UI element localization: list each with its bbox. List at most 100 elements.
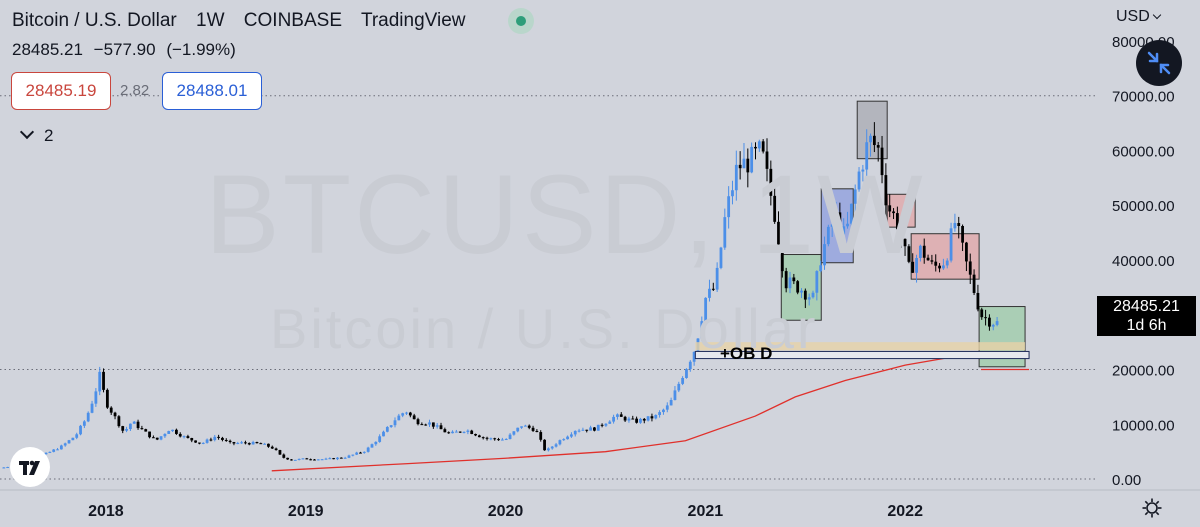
price-tick-label: 10000.00 [1112, 417, 1175, 434]
down-candle [267, 443, 270, 447]
up-candle [336, 457, 339, 460]
up-candle [347, 455, 351, 458]
down-candle [109, 407, 113, 413]
down-candle [313, 459, 316, 461]
up-candle [665, 405, 669, 410]
collapse-arrows-icon [1147, 51, 1171, 75]
up-candle [401, 413, 405, 416]
tan-zone [695, 342, 1026, 351]
price-tick-label: 70000.00 [1112, 89, 1175, 106]
up-candle [688, 361, 692, 370]
up-candle [865, 142, 869, 170]
up-candle [604, 423, 608, 426]
down-candle [838, 212, 842, 235]
down-candle [420, 424, 424, 426]
time-tick-label: 2021 [688, 503, 724, 520]
down-candle [623, 416, 627, 421]
up-candle [800, 290, 803, 293]
up-candle [577, 430, 581, 432]
up-candle [857, 171, 861, 190]
up-candle [328, 458, 332, 460]
price-axis[interactable]: 0.0010000.0020000.0030000.0040000.005000… [1112, 34, 1175, 489]
current-price-label: 28485.21 1d 6h [1097, 296, 1196, 336]
down-candle [221, 437, 224, 440]
down-candle [140, 428, 144, 430]
up-candle [94, 391, 98, 404]
up-candle [658, 412, 662, 416]
up-candle [125, 429, 128, 431]
down-candle [359, 452, 362, 454]
watermark-ticker: BTCUSD, 1W [205, 152, 926, 277]
down-candle [899, 229, 903, 239]
up-candle [351, 454, 355, 456]
down-candle [803, 290, 807, 300]
down-candle [497, 439, 500, 441]
up-candle [451, 431, 454, 434]
down-candle [884, 175, 888, 206]
orderblock-annotation: +OB D [720, 344, 773, 363]
up-candle [236, 443, 240, 445]
up-candle [589, 427, 592, 431]
up-candle [163, 433, 167, 437]
up-candle [500, 439, 504, 441]
up-candle [750, 146, 754, 173]
price-tick-label: 40000.00 [1112, 253, 1175, 270]
fullscreen-button[interactable] [1136, 40, 1182, 86]
down-candle [224, 439, 228, 441]
down-candle [408, 412, 412, 416]
down-candle [895, 213, 899, 230]
watermark-name: Bitcoin / U.S. Dollar [270, 297, 819, 360]
symbol-title[interactable]: Bitcoin / U.S. Dollar [12, 10, 177, 31]
settings-button[interactable] [1141, 497, 1163, 524]
up-candle [489, 438, 493, 440]
down-candle [907, 246, 911, 262]
up-candle [435, 425, 439, 427]
buy-button[interactable]: 28488.01 [162, 72, 262, 110]
up-candle [516, 427, 520, 432]
currency-selector[interactable]: USD [1116, 8, 1162, 26]
up-candle [462, 431, 466, 433]
down-candle [600, 424, 604, 426]
up-candle [240, 442, 244, 444]
down-candle [926, 257, 930, 261]
up-candle [788, 277, 792, 289]
down-candle [155, 437, 159, 440]
down-candle [888, 205, 892, 212]
interval-label[interactable]: 1W [196, 10, 225, 31]
up-candle [654, 415, 658, 419]
down-candle [290, 459, 293, 461]
down-candle [431, 422, 435, 427]
indicators-count: 2 [44, 126, 54, 145]
down-candle [424, 424, 428, 426]
down-candle [151, 437, 155, 439]
down-candle [796, 281, 800, 293]
down-candle [175, 429, 178, 434]
down-candle [543, 439, 546, 451]
down-candle [988, 317, 991, 327]
tradingview-logo[interactable] [10, 447, 50, 487]
up-candle [297, 458, 301, 460]
exchange-label: COINBASE [243, 10, 342, 31]
up-candle [949, 228, 953, 261]
down-candle [761, 141, 765, 152]
sell-button[interactable]: 28485.19 [11, 72, 111, 110]
up-candle [52, 449, 56, 452]
up-candle [397, 415, 401, 421]
down-candle [186, 436, 190, 438]
down-candle [136, 421, 140, 429]
up-candle [853, 189, 857, 204]
down-candle [792, 277, 796, 282]
zone-box-green [780, 254, 822, 321]
tradingview-logo-icon [19, 460, 40, 475]
chart-gridlines [0, 95, 1200, 491]
indicators-toggle[interactable]: 2 [19, 124, 54, 146]
time-axis[interactable]: 2018 2019 2020 2021 2022 [88, 503, 923, 520]
down-candle [194, 440, 197, 443]
down-candle [278, 450, 282, 455]
down-candle [121, 426, 125, 431]
up-candle [723, 217, 727, 248]
down-candle [198, 442, 201, 444]
up-candle [389, 425, 393, 427]
up-candle [393, 420, 397, 426]
